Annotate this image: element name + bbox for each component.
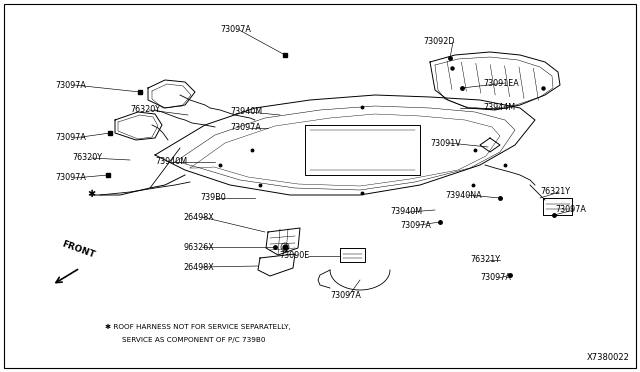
Text: ✱ ROOF HARNESS NOT FOR SERVICE SEPARATELLY,: ✱ ROOF HARNESS NOT FOR SERVICE SEPARATEL… <box>105 324 291 330</box>
Text: 73944M: 73944M <box>483 103 515 112</box>
Text: 73091EA: 73091EA <box>483 78 519 87</box>
Text: 26498X: 26498X <box>183 263 214 272</box>
Text: 73090E: 73090E <box>280 251 310 260</box>
Text: 739B0: 739B0 <box>200 193 226 202</box>
Text: 76321Y: 76321Y <box>470 256 500 264</box>
Text: 73097A: 73097A <box>400 221 431 230</box>
Text: 96326X: 96326X <box>183 243 214 251</box>
Text: 73940M: 73940M <box>155 157 187 167</box>
Text: 26498X: 26498X <box>183 212 214 221</box>
Text: 73091V: 73091V <box>430 138 461 148</box>
Text: 76320Y: 76320Y <box>72 154 102 163</box>
Text: SERVICE AS COMPONENT OF P/C 739B0: SERVICE AS COMPONENT OF P/C 739B0 <box>122 337 266 343</box>
Text: 76321Y: 76321Y <box>540 187 570 196</box>
Text: 73097A: 73097A <box>55 173 86 183</box>
Text: 73097A: 73097A <box>220 26 251 35</box>
Text: 73097A: 73097A <box>55 80 86 90</box>
Text: 73097A: 73097A <box>330 291 361 299</box>
Text: 73097A: 73097A <box>55 134 86 142</box>
Text: 73097A: 73097A <box>480 273 511 282</box>
Text: ✱: ✱ <box>87 189 95 199</box>
Text: 73940M: 73940M <box>230 108 262 116</box>
Text: 73092D: 73092D <box>424 38 455 46</box>
Text: 73097A: 73097A <box>555 205 586 215</box>
Text: 73940M: 73940M <box>390 208 422 217</box>
Text: 73940NA: 73940NA <box>445 190 482 199</box>
Text: X7380022: X7380022 <box>587 353 630 362</box>
Text: 73097A: 73097A <box>230 124 261 132</box>
Text: 76320Y: 76320Y <box>130 106 160 115</box>
Text: FRONT: FRONT <box>60 240 96 260</box>
